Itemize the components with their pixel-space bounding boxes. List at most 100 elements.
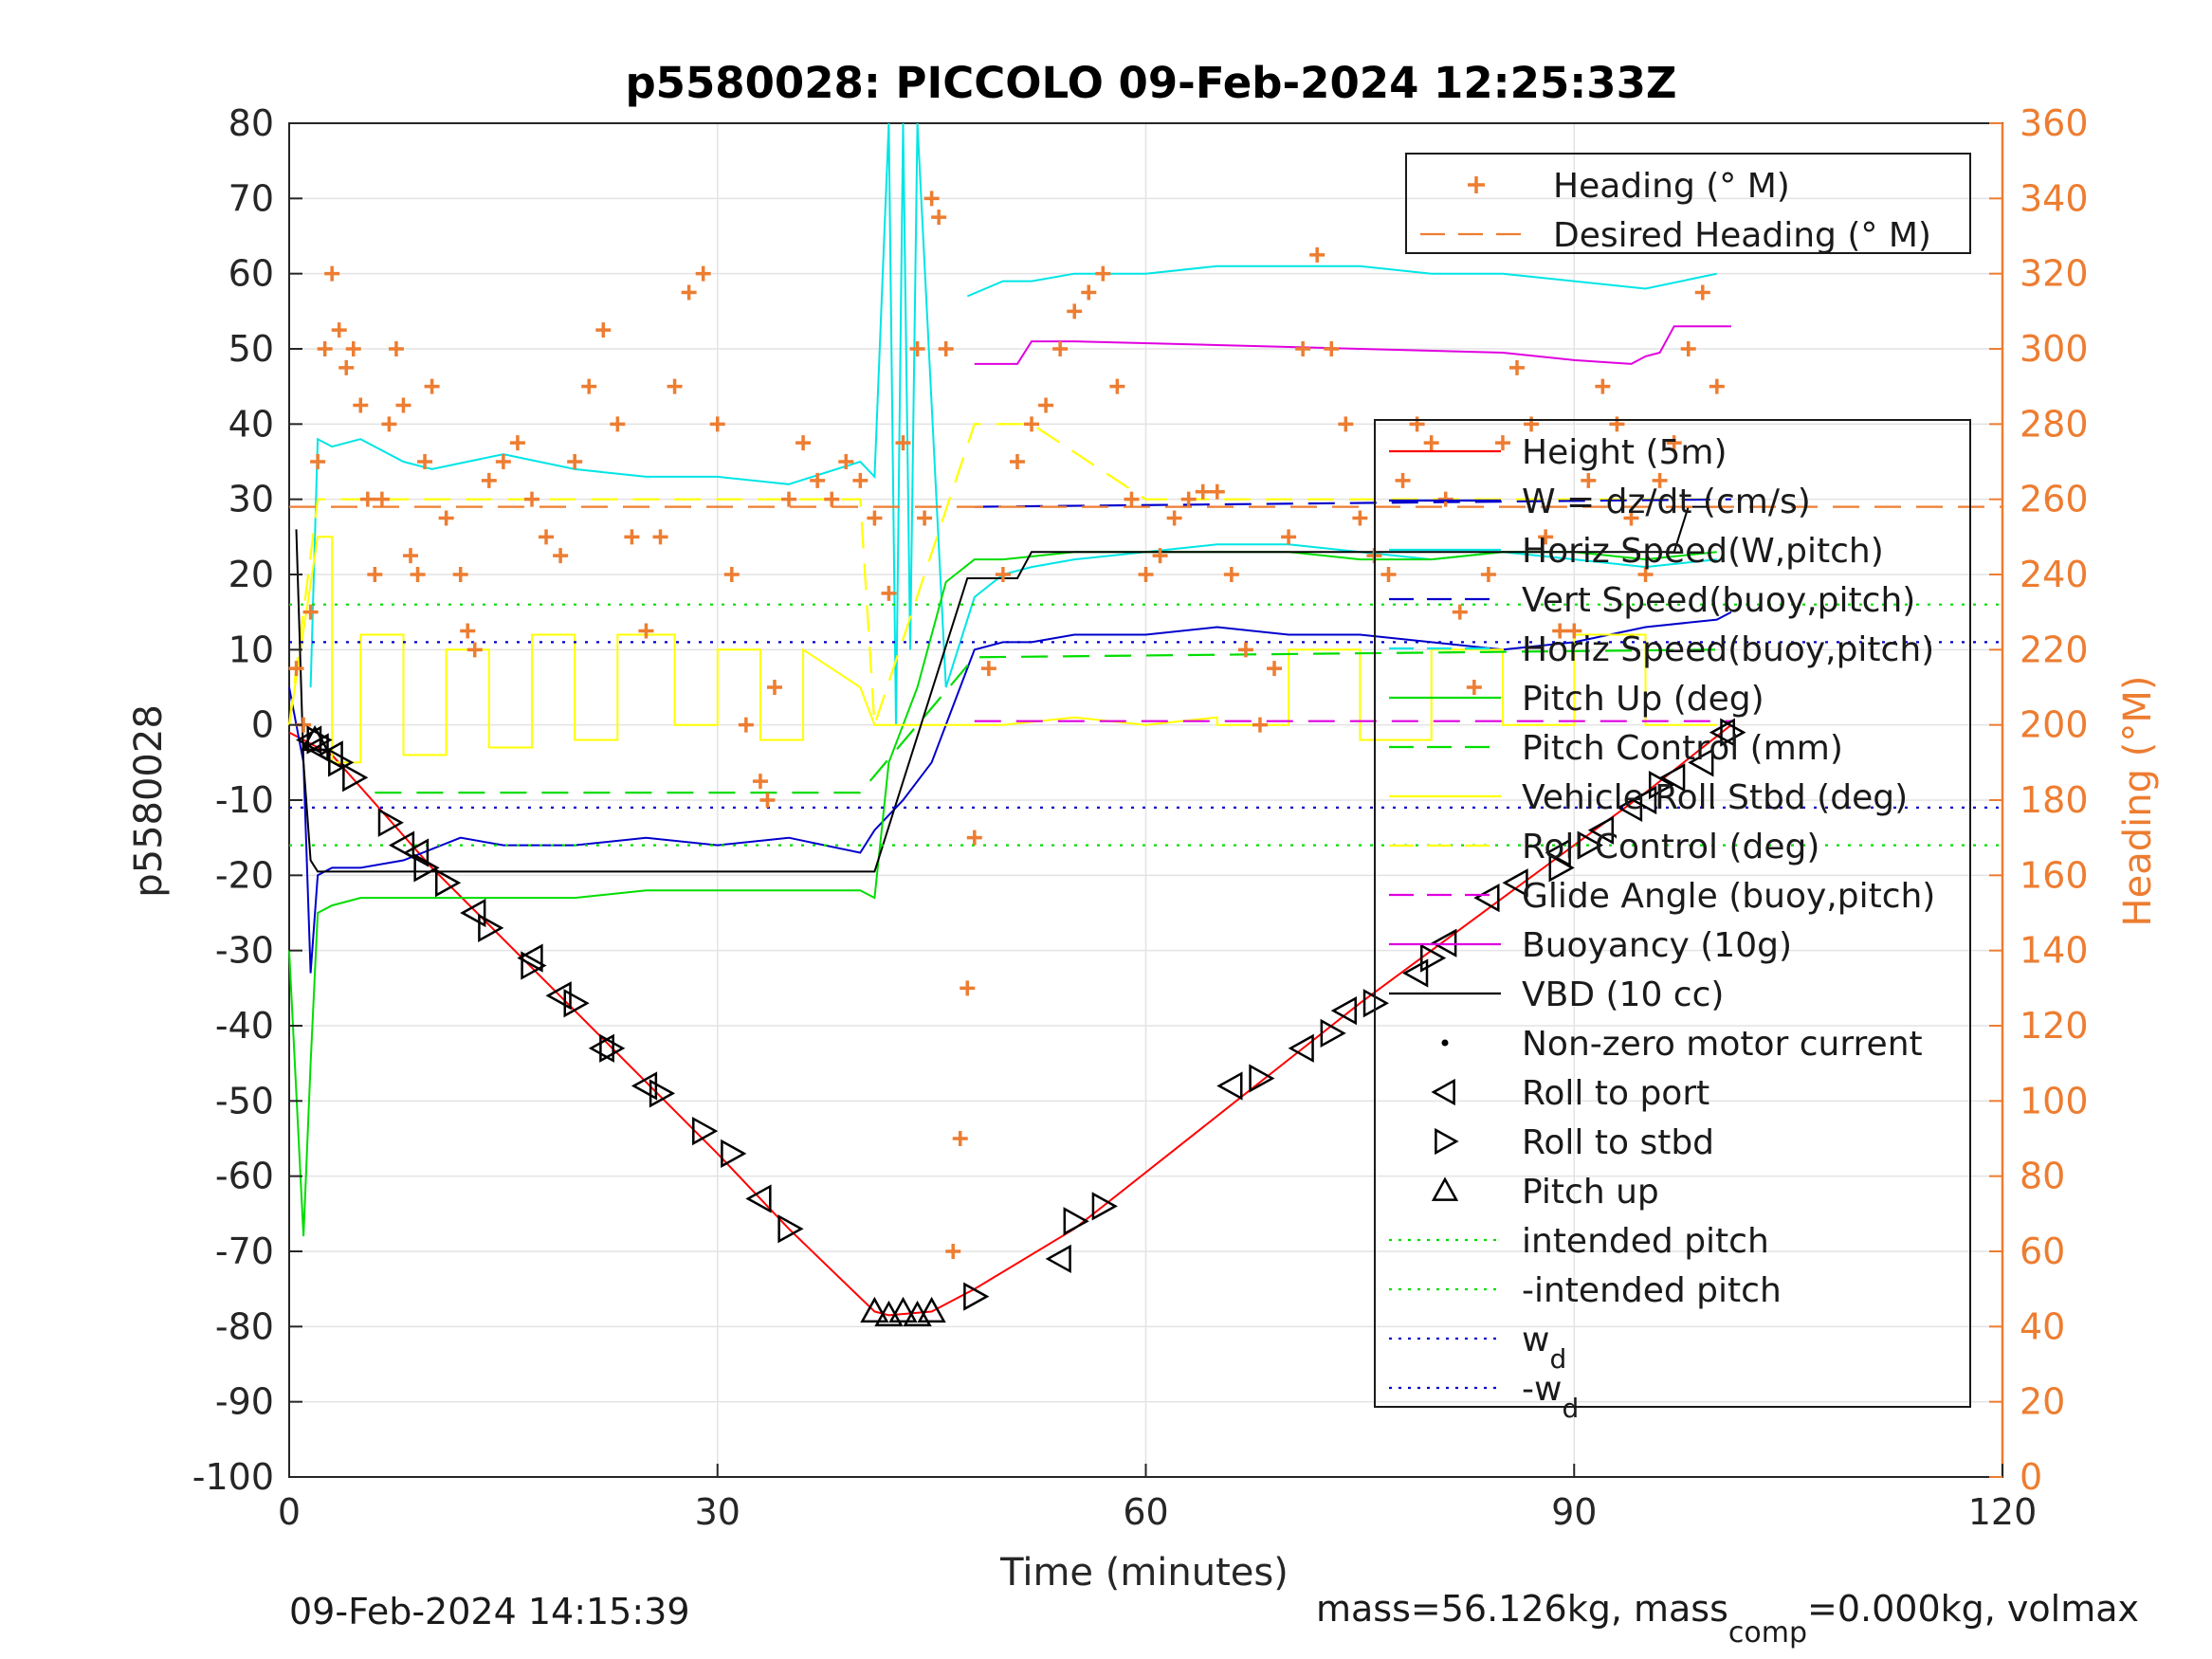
heading-point bbox=[1166, 510, 1182, 526]
roll-to-port-marker bbox=[1216, 1071, 1243, 1101]
heading-point bbox=[1124, 491, 1140, 507]
pitch-up-marker bbox=[860, 1296, 889, 1323]
series-buoyancy-10g- bbox=[974, 325, 1731, 365]
roll-to-port-marker bbox=[545, 981, 572, 1011]
roll-to-port-marker bbox=[745, 1184, 772, 1213]
heading-point bbox=[1524, 416, 1540, 432]
heading-point bbox=[1152, 548, 1168, 564]
series-vehicle-roll-stbd-deg- bbox=[288, 536, 1717, 764]
legend-label: W = dz/dt (cm/s) bbox=[1522, 483, 1811, 521]
heading-point bbox=[909, 341, 925, 356]
heading-point bbox=[681, 284, 697, 301]
heading-point bbox=[952, 1131, 968, 1146]
roll-to-stbd-marker bbox=[649, 1079, 676, 1108]
roll-to-port-marker bbox=[1473, 884, 1500, 913]
heading-point bbox=[1480, 567, 1496, 582]
heading-point bbox=[1680, 341, 1696, 356]
heading-point bbox=[1581, 472, 1597, 488]
heading-point bbox=[766, 680, 782, 695]
legend-marker bbox=[1435, 1127, 1459, 1156]
legend-label: Heading (° M) bbox=[1553, 167, 1790, 206]
heading-point bbox=[509, 435, 525, 451]
y2-tick-label: 360 bbox=[2020, 102, 2089, 144]
series-pitch-up-deg- bbox=[288, 551, 1717, 1237]
heading-point bbox=[523, 491, 539, 507]
heading-point bbox=[567, 454, 583, 469]
heading-point bbox=[667, 378, 683, 394]
roll-to-stbd-marker bbox=[434, 868, 462, 898]
heading-point bbox=[310, 454, 326, 469]
roll-to-stbd-marker bbox=[777, 1214, 804, 1244]
heading-point bbox=[539, 529, 555, 545]
heading-point bbox=[338, 359, 355, 375]
heading-point bbox=[553, 548, 569, 564]
y2-tick-label: 320 bbox=[2020, 253, 2089, 295]
heading-point bbox=[395, 397, 411, 413]
y2-tick-label: 20 bbox=[2020, 1381, 2065, 1423]
y-tick-label: -70 bbox=[215, 1231, 274, 1272]
roll-to-stbd-marker bbox=[563, 989, 590, 1018]
y2-tick-label: 200 bbox=[2020, 704, 2089, 746]
heading-point bbox=[1595, 378, 1611, 394]
heading-point bbox=[610, 416, 626, 432]
heading-point bbox=[723, 567, 740, 582]
roll-to-stbd-marker bbox=[963, 1282, 990, 1311]
heading-point bbox=[1138, 567, 1154, 582]
pitch-up-marker bbox=[300, 724, 330, 752]
legend-label: Roll Control (deg) bbox=[1522, 828, 1819, 866]
y2-tick-label: 220 bbox=[2020, 629, 2089, 670]
legend-label: Roll to stbd bbox=[1522, 1123, 1714, 1162]
legend-label: -wd bbox=[1522, 1370, 1579, 1424]
heading-point bbox=[1666, 435, 1682, 451]
roll-to-stbd-marker bbox=[413, 853, 440, 883]
heading-point bbox=[695, 265, 711, 282]
heading-point bbox=[481, 472, 497, 488]
legend-label: intended pitch bbox=[1522, 1222, 1769, 1261]
heading-point bbox=[931, 210, 947, 226]
roll-to-stbd-marker bbox=[1577, 830, 1603, 860]
heading-point bbox=[709, 416, 725, 432]
heading-point bbox=[1209, 483, 1225, 500]
roll-to-port-marker bbox=[302, 733, 329, 762]
legend-label: VBD (10 cc) bbox=[1522, 975, 1724, 1014]
x-tick-label: 0 bbox=[278, 1491, 301, 1533]
y-tick-label: -10 bbox=[215, 779, 274, 821]
heading-point bbox=[324, 265, 340, 282]
x-tick-label: 90 bbox=[1551, 1491, 1597, 1533]
roll-to-port-marker bbox=[402, 838, 430, 867]
roll-to-stbd-marker bbox=[1091, 1192, 1118, 1221]
y-tick-label: -90 bbox=[215, 1381, 274, 1423]
legend-label: Roll to port bbox=[1522, 1074, 1709, 1113]
roll-to-port-marker bbox=[1630, 785, 1657, 815]
roll-to-stbd-marker bbox=[1420, 943, 1447, 973]
pitch-up-marker bbox=[917, 1296, 946, 1323]
roll-to-stbd-marker bbox=[1720, 718, 1746, 747]
heading-point bbox=[1067, 303, 1083, 319]
heading-point bbox=[1566, 623, 1582, 639]
heading-point bbox=[810, 472, 826, 488]
heading-point bbox=[1252, 717, 1268, 733]
heading-point bbox=[1694, 284, 1710, 301]
heading-point bbox=[374, 491, 390, 507]
heading-point bbox=[595, 322, 612, 338]
roll-to-stbd-marker bbox=[692, 1116, 719, 1146]
roll-to-port-marker bbox=[1659, 763, 1686, 793]
roll-to-stbd-marker bbox=[1249, 1064, 1275, 1093]
heading-point bbox=[867, 510, 883, 526]
y2-tick-label: 240 bbox=[2020, 554, 2089, 595]
legend-label: Pitch up bbox=[1522, 1173, 1659, 1212]
legend-label: Pitch Control (mm) bbox=[1522, 729, 1843, 768]
legend-label: Non-zero motor current bbox=[1522, 1025, 1923, 1064]
x-tick-label: 30 bbox=[695, 1491, 740, 1533]
roll-to-port-marker bbox=[1587, 815, 1615, 845]
roll-to-port-marker bbox=[1709, 718, 1736, 747]
legend-main: Height (5m) W = dz/dt (cm/s) Horiz Speed(W… bbox=[1374, 419, 1971, 1424]
legend-label: Horiz Speed(W,pitch) bbox=[1522, 532, 1884, 571]
heading-point bbox=[1709, 378, 1725, 394]
heading-point bbox=[1267, 661, 1283, 677]
roll-to-stbd-marker bbox=[342, 763, 369, 793]
roll-to-port-marker bbox=[1288, 1033, 1314, 1063]
roll-to-stbd-marker bbox=[377, 808, 404, 837]
y2-tick-label: 280 bbox=[2020, 403, 2089, 445]
heading-point bbox=[581, 378, 597, 394]
